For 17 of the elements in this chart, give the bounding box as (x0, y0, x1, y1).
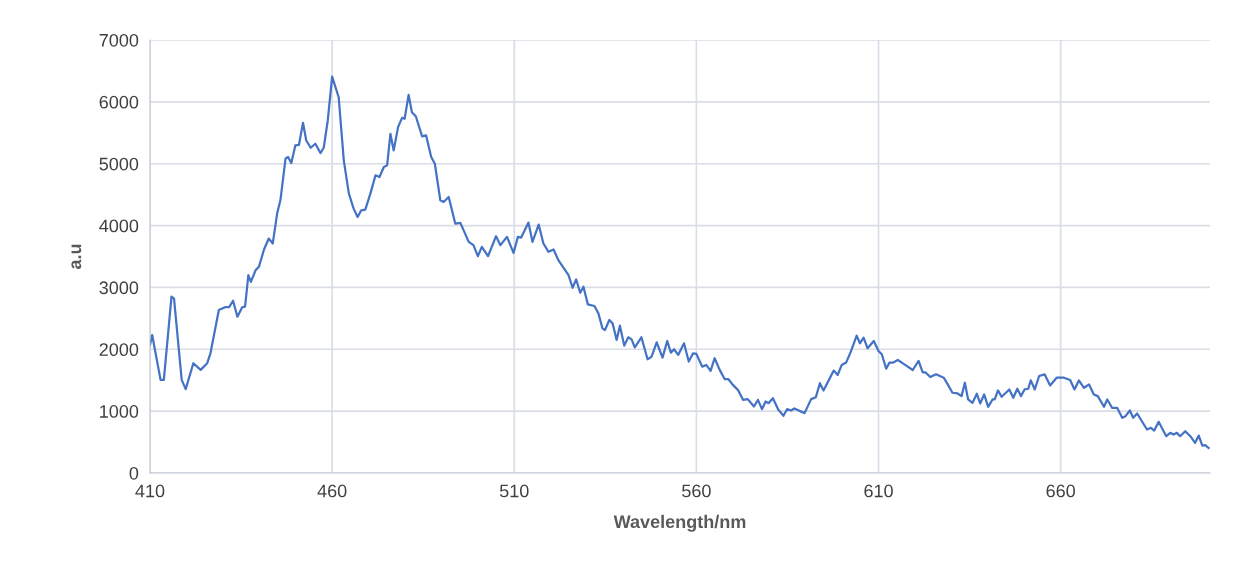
y-tick-label: 2000 (99, 343, 139, 357)
y-tick-label: 0 (129, 466, 139, 480)
x-axis-title: Wavelength/nm (613, 514, 746, 532)
x-tick-label: 560 (682, 484, 711, 498)
y-tick-label: 4000 (99, 219, 139, 233)
line-series (150, 75, 1210, 450)
x-tick-label: 460 (317, 484, 347, 498)
y-tick-label: 1000 (100, 405, 139, 418)
x-tick-label: 610 (864, 484, 893, 498)
y-tick-label: 6000 (99, 95, 139, 109)
x-tick-label: 410 (135, 484, 165, 498)
y-tick-label: 3000 (99, 281, 139, 295)
y-tick-label: 5000 (99, 157, 139, 171)
x-tick-label: 510 (499, 484, 529, 498)
y-tick-label: 7000 (99, 33, 139, 47)
x-tick-label: 660 (1046, 484, 1076, 498)
y-axis-title: a.u (71, 244, 82, 270)
